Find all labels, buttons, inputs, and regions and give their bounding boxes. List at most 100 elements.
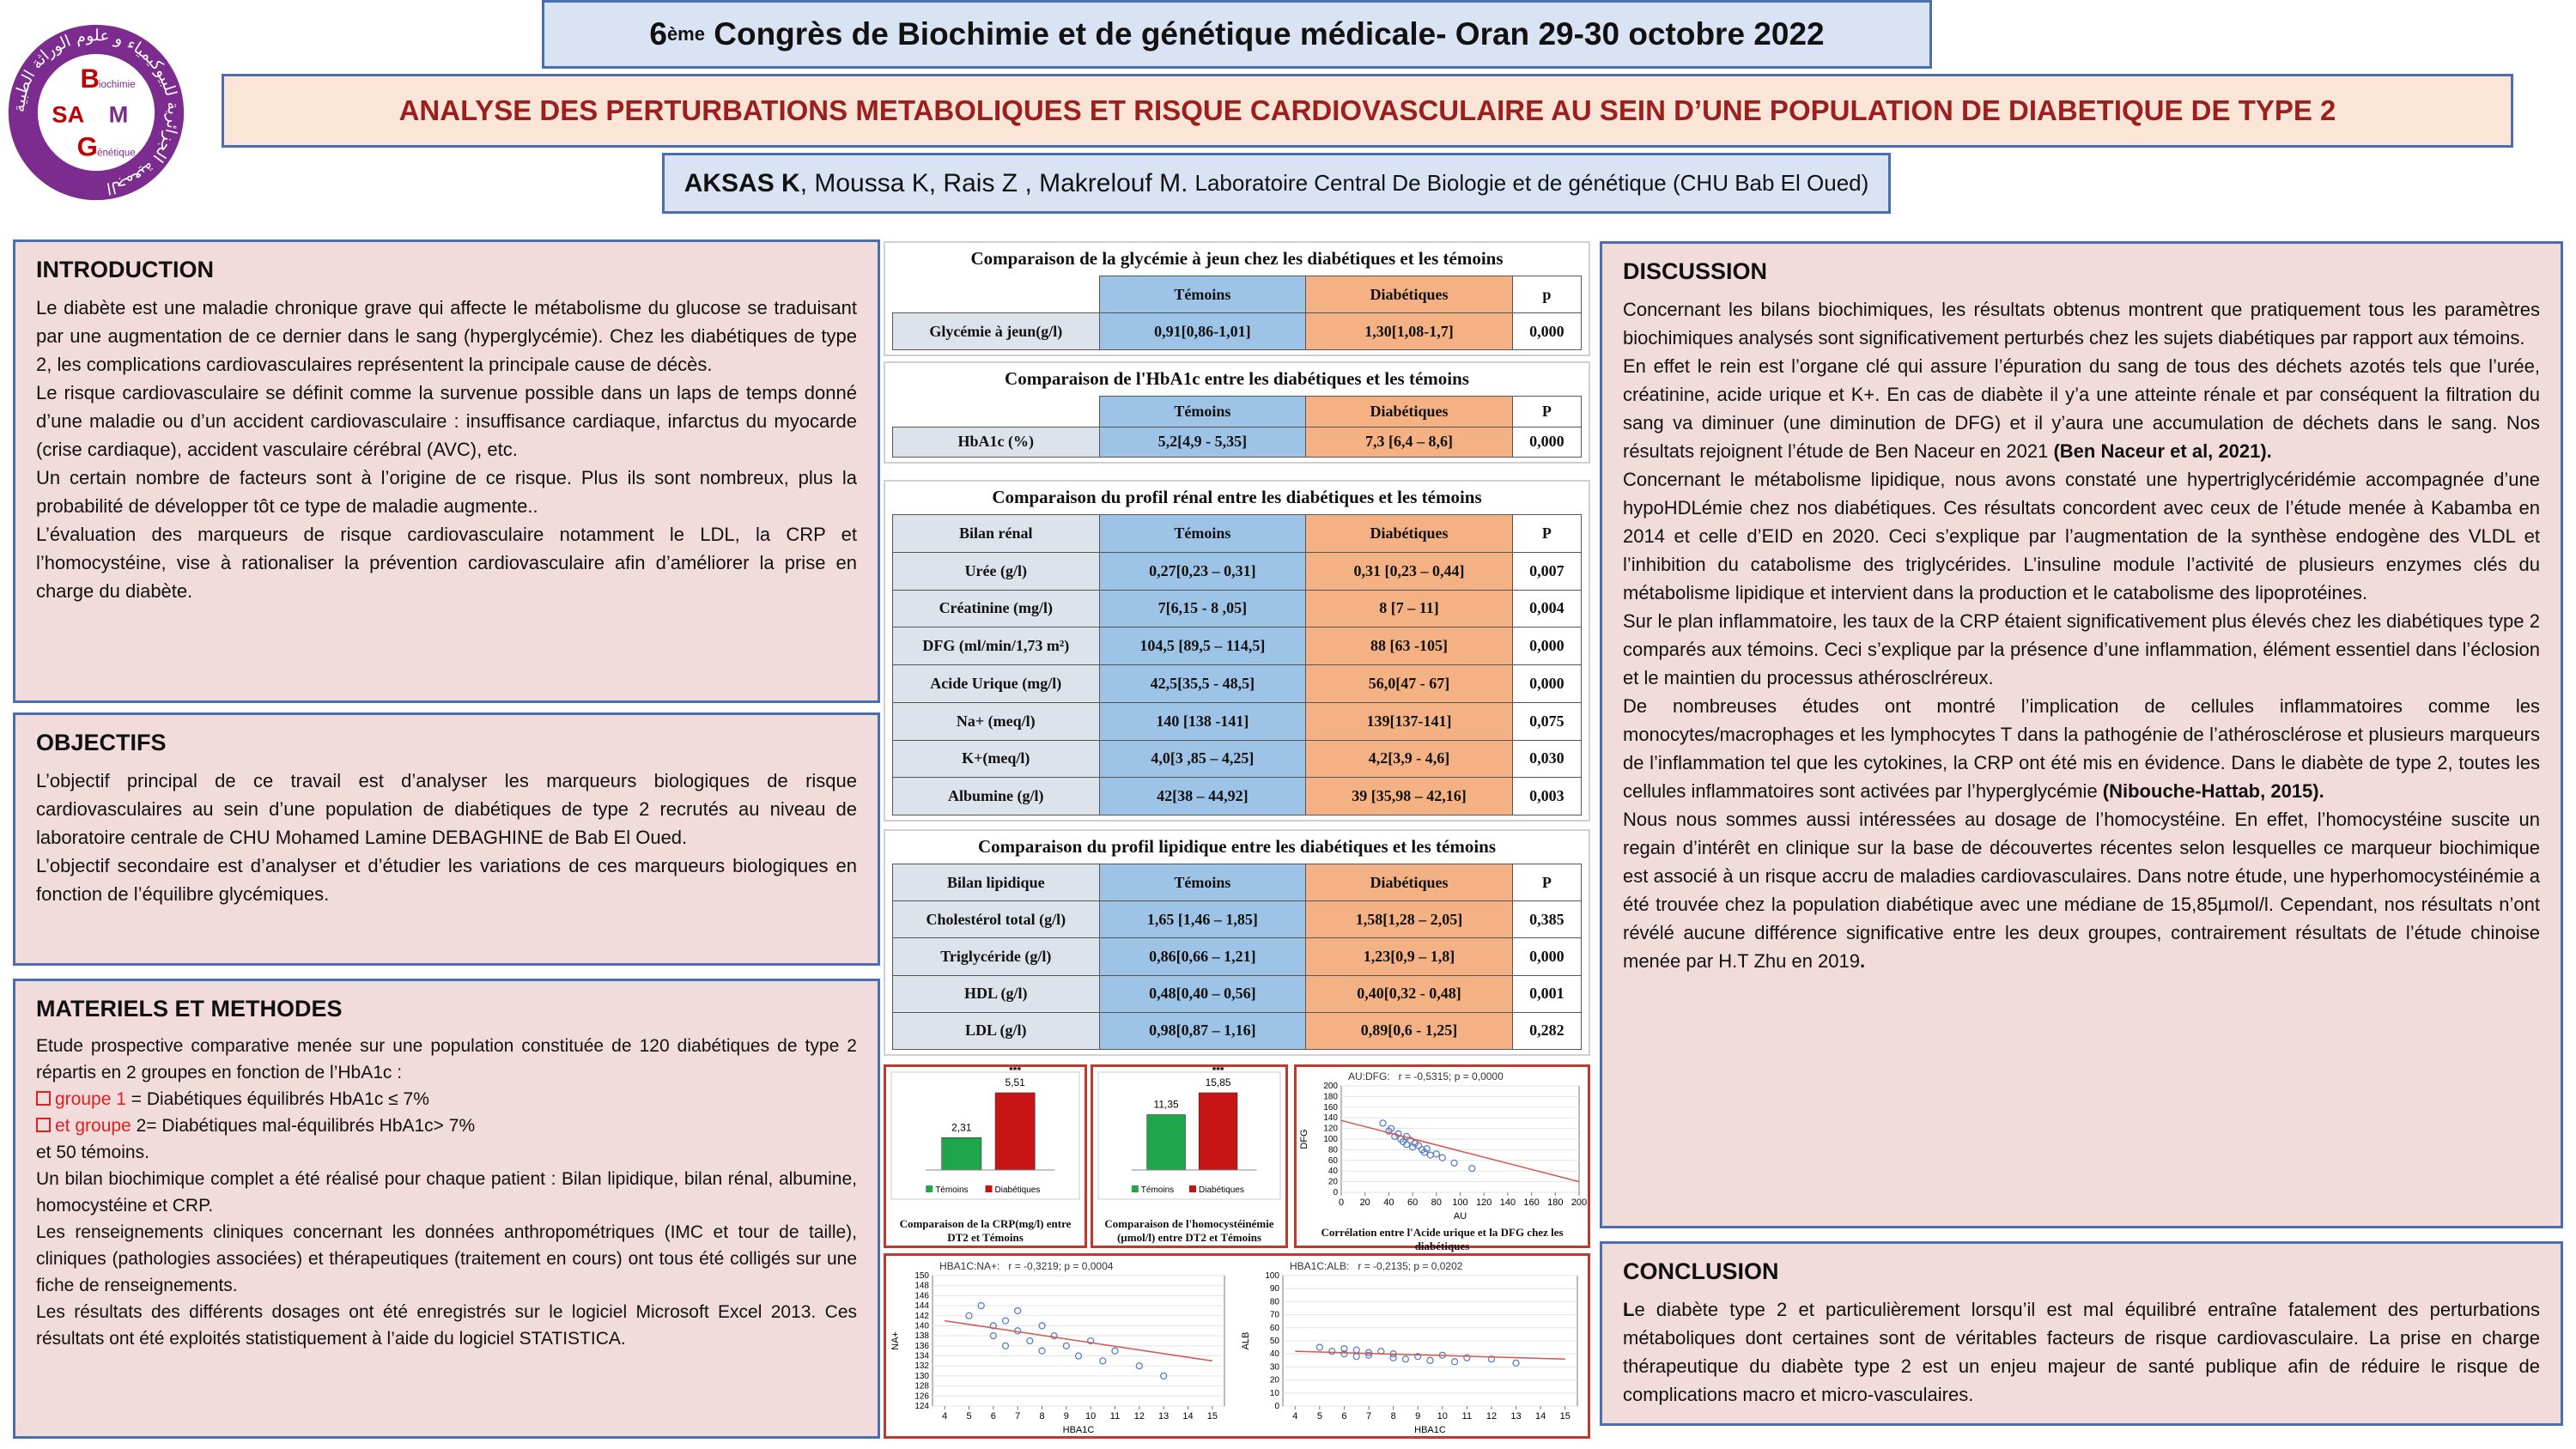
x-tick-label: 40 (1383, 1197, 1394, 1208)
text-run: De nombreuses études ont montré l’implic… (1623, 695, 2540, 802)
table-box: Comparaison du profil rénal entre les di… (884, 480, 1590, 822)
table-header-cell: Témoins (1098, 396, 1307, 427)
scatter-point (1411, 1139, 1419, 1148)
scatter-point (1062, 1342, 1070, 1349)
paragraph: Concernant le métabolisme lipidique, nou… (1623, 465, 2540, 607)
section-title: OBJECTIFS (36, 730, 167, 755)
table-header-cell: Témoins (1098, 514, 1307, 553)
y-tick-label: 0 (1333, 1188, 1338, 1197)
laboratory: Laboratoire Central De Biologie et de gé… (1194, 170, 1869, 196)
bar (941, 1137, 982, 1171)
table-cell: 0,385 (1511, 900, 1583, 939)
y-tick-label: 128 (914, 1382, 929, 1391)
scatter-point (1423, 1145, 1431, 1153)
table-title: Comparaison de l'HbA1c entre les diabéti… (1005, 368, 1469, 389)
x-tick-label: 10 (1437, 1411, 1448, 1422)
table-box: Comparaison de l'HbA1c entre les diabéti… (884, 361, 1590, 464)
text-run: Le risque cardiovasculaire se définit co… (36, 382, 857, 460)
text-run: Un bilan biochimique complet a été réali… (36, 1169, 857, 1216)
table-cell: LDL (g/l) (892, 1011, 1100, 1050)
table-cell: 1,58[1,28 – 2,05] (1305, 900, 1513, 939)
text-run: et groupe (36, 1116, 131, 1136)
section-title: DISCUSSION (1623, 258, 1768, 284)
table-cell: 0,000 (1511, 426, 1583, 458)
table-row: HbA1c (%) 5,2[4,9 - 5,35] 7,3 [6,4 – 8,6] 0… (892, 426, 1583, 458)
scatter-point (1001, 1317, 1010, 1325)
table-cell: 0,075 (1511, 701, 1583, 741)
table-cell: Triglycéride (g/l) (892, 937, 1100, 976)
table-cell: 4,0[3 ,85 – 4,25] (1098, 739, 1307, 779)
x-tick-label: 4 (942, 1411, 947, 1422)
table-title: Comparaison du profil rénal entre les di… (992, 487, 1482, 507)
table-row: Acide Urique (mg/l) 42,5[35,5 - 48,5] 56,0… (892, 664, 1583, 703)
y-tick-label: 124 (914, 1402, 929, 1411)
y-tick-label: 200 (1323, 1082, 1338, 1091)
legend-label: Diabétiques (1199, 1185, 1244, 1195)
table-cell: 7,3 [6,4 – 8,6] (1305, 426, 1513, 458)
y-tick-label: 126 (914, 1391, 929, 1401)
table-header-cell: P (1511, 863, 1583, 902)
x-tick-label: 80 (1431, 1197, 1442, 1208)
scatter-point (1099, 1357, 1107, 1365)
logo-letter: énétique (97, 148, 136, 159)
table-cell: 0,000 (1511, 937, 1583, 976)
y-tick-label: 90 (1270, 1284, 1280, 1294)
bar-chart: 11,35 Témoins 15,85*** Diabétiques (1097, 1064, 1281, 1200)
scatter-point (1001, 1342, 1010, 1349)
table-row: Créatinine (mg/l) 7[6,15 - 8 ,05] 8 [7 – 1… (892, 589, 1583, 628)
table-row: LDL (g/l) 0,98[0,87 – 1,16] 0,89[0,6 - 1,2… (892, 1011, 1583, 1050)
value-label: 15,85 (1206, 1076, 1231, 1088)
scatter-point (1111, 1347, 1119, 1355)
x-tick-label: 4 (1292, 1411, 1297, 1422)
x-tick-label: 200 (1571, 1197, 1587, 1208)
table-header-cell: P (1511, 396, 1583, 427)
figure: 0 10 20 30 40 50 60 70 80 90 100 4 5 6 7 8 9 10 11 12 13 14 15… (1238, 1257, 1586, 1435)
congress-sup: ème (666, 23, 705, 45)
logo-letter: M (109, 101, 129, 128)
table-cell: 39 [35,98 – 42,16] (1305, 777, 1513, 815)
annotation: *** (1212, 1067, 1224, 1076)
scatter-point (1487, 1355, 1496, 1363)
scatter-point (1026, 1337, 1034, 1345)
legend-label: Témoins (1141, 1185, 1174, 1195)
table-row: K+(meq/l) 4,0[3 ,85 – 4,25] 4,2[3,9 - 4,6]… (892, 739, 1583, 779)
x-tick-label: 0 (1339, 1197, 1344, 1208)
y-tick-label: 50 (1270, 1337, 1280, 1346)
scatter-point (977, 1301, 985, 1310)
x-tick-label: 10 (1085, 1411, 1096, 1422)
table-cell: 0,40[0,32 - 0,48] (1305, 974, 1513, 1013)
y-tick-label: 100 (1265, 1271, 1279, 1281)
congress-text: 6 (649, 16, 667, 52)
y-tick-label: 140 (1323, 1113, 1338, 1123)
y-tick-label: 80 (1270, 1297, 1280, 1307)
text-run: L’évaluation des marqueurs de risque car… (36, 524, 857, 602)
paragraph: De nombreuses études ont montré l’implic… (1623, 692, 2540, 805)
text-run: En effet le rein est l’organe clé qui as… (1623, 355, 2540, 462)
x-tick-label: 60 (1407, 1197, 1418, 1208)
table-cell: 0,003 (1511, 777, 1583, 815)
author-main: AKSAS K (683, 168, 800, 197)
table-cell: Urée (g/l) (892, 551, 1100, 591)
table-row: DFG (ml/min/1,73 m²) 104,5 [89,5 – 114,5]… (892, 627, 1583, 665)
text-run: . (1860, 950, 1866, 972)
y-tick-label: 148 (914, 1282, 929, 1291)
x-tick-label: 12 (1134, 1411, 1145, 1422)
figure-caption: Comparaison de la CRP(mg/l) entre DT2 et… (899, 1217, 1072, 1244)
x-tick-label: 180 (1547, 1197, 1563, 1208)
section-title: MATERIELS ET METHODES (36, 996, 343, 1022)
scatter-point (1468, 1164, 1476, 1173)
section: DISCUSSION Concernant les bilans biochimi… (1600, 241, 2563, 1228)
scatter-point (1340, 1344, 1348, 1353)
bar (994, 1092, 1036, 1171)
scatter-point (1438, 1154, 1446, 1161)
legend-swatch (985, 1185, 993, 1192)
text-run: Etude prospective comparative menée sur … (36, 1036, 857, 1082)
scatter-point (1426, 1356, 1434, 1364)
bar (1146, 1114, 1186, 1171)
text-run: L’objectif secondaire est d’analyser et … (36, 855, 857, 905)
table-cell: 0,27[0,23 – 0,31] (1098, 551, 1307, 591)
scatter-chart: 1241261281301321341361381401421441461481… (890, 1260, 1225, 1435)
logo-letter: G (77, 132, 98, 162)
scatter-point (1379, 1119, 1387, 1127)
